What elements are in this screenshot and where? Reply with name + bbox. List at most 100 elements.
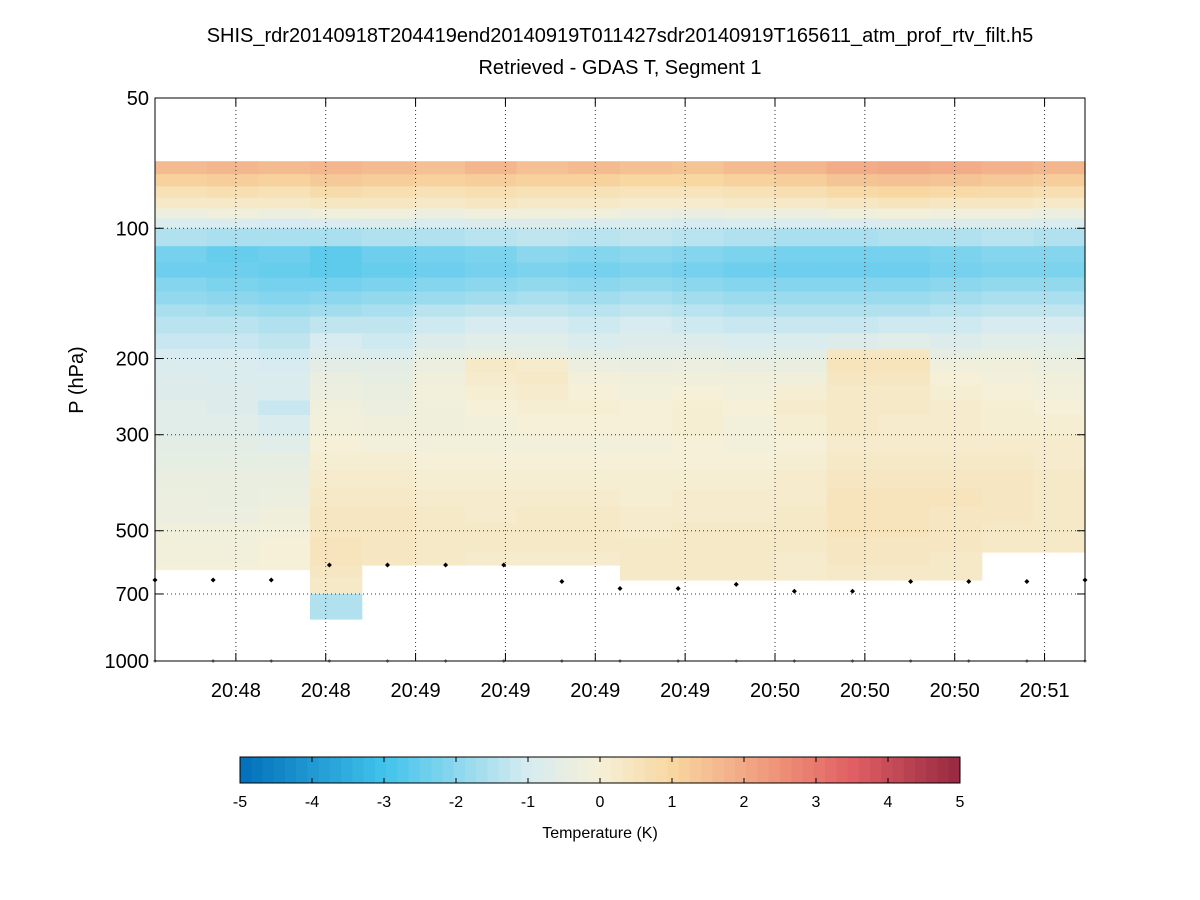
heatmap-cell [775,577,828,581]
heatmap-cell [671,161,724,175]
heatmap-cell [981,434,1034,454]
heatmap-cell [1033,506,1086,524]
colorbar-swatch [408,757,421,783]
heatmap-cell [258,174,311,187]
heatmap-cell [361,434,414,454]
heatmap-cell [930,186,983,199]
heatmap-cell [310,452,363,470]
heatmap-cell [620,262,673,279]
heatmap-cell [930,277,983,293]
heatmap-cell [206,372,259,386]
heatmap-cell [310,246,363,264]
heatmap-cell [258,358,311,373]
heatmap-cell [775,262,828,279]
heatmap-cell [930,452,983,470]
heatmap-cell [206,218,259,229]
heatmap-cell [206,565,259,571]
heatmap-cell [671,400,724,416]
heatmap-cell [361,538,414,553]
heatmap-cell [258,228,311,247]
x-tick-label: 20:49 [391,680,441,702]
colorbar-tick-label: 0 [596,794,605,811]
heatmap-cell [620,218,673,229]
heatmap-cell [981,348,1034,360]
colorbar-swatch [273,757,286,783]
heatmap-cell [671,174,724,187]
colorbar-swatch [915,757,927,783]
heatmap-cell [465,186,518,199]
heatmap-cell [878,384,931,402]
heatmap-cell [516,538,569,553]
heatmap-cell [465,304,518,318]
heatmap-cell [930,304,983,318]
colorbar-swatch [487,757,500,783]
heatmap-cell [981,372,1034,386]
heatmap-cell [1033,348,1086,360]
heatmap-cell [930,348,983,360]
heatmap-cell [568,218,621,229]
heatmap-cell [826,291,879,306]
heatmap-cell [413,228,466,247]
heatmap-cell [671,246,724,264]
heatmap-cell [361,277,414,293]
heatmap-cell [155,552,208,566]
heatmap-cell [1033,414,1086,436]
heatmap-cell [206,291,259,306]
heatmap-cell [723,538,776,553]
heatmap-cell [775,208,828,220]
x-tick-label: 20:49 [660,680,710,702]
colorbar-swatch [768,757,781,783]
heatmap-cell [155,228,208,247]
colorbar-swatch [611,757,623,783]
heatmap-cell [206,208,259,220]
heatmap-cell [981,304,1034,318]
surface-pressure-marker [268,577,274,583]
heatmap-cell [310,348,363,360]
heatmap-cell [671,452,724,470]
heatmap-cell [930,174,983,187]
colorbar-swatches [240,757,961,783]
colorbar-swatch [903,757,916,783]
heatmap-cell [826,506,879,524]
heatmap-cell [568,291,621,306]
heatmap-cell [258,523,311,539]
colorbar-swatch [802,757,815,783]
heatmap-cell [826,262,879,279]
heatmap-cell [310,316,363,334]
heatmap-cell [310,384,363,402]
heatmap-cell [516,348,569,360]
heatmap-cell [620,414,673,436]
heatmap-cell [723,565,776,578]
heatmap-cell [568,400,621,416]
colorbar-swatch [521,757,533,783]
heatmap-cell [1033,434,1086,454]
heatmap-cell [878,434,931,454]
heatmap-cell [620,277,673,293]
colorbar-swatch [352,757,365,783]
heatmap-cell [310,228,363,247]
colorbar-swatch [330,757,342,783]
x-tick-label: 20:50 [750,680,800,702]
heatmap-cell [465,291,518,306]
heatmap-cell [568,434,621,454]
heatmap-cell [361,291,414,306]
colorbar-swatch [892,757,905,783]
x-tick-label: 20:48 [211,680,261,702]
heatmap-cell [155,246,208,264]
y-tick-label: 100 [116,218,149,240]
heatmap-cell [568,174,621,187]
heatmap-cell [361,384,414,402]
heatmap-cell [930,506,983,524]
colorbar-swatch [701,757,713,783]
colorbar-tick-label: 5 [956,794,965,811]
heatmap-cell [465,372,518,386]
heatmap-cell [155,161,208,175]
heatmap-cell [568,538,621,553]
heatmap-cell [568,197,621,209]
heatmap-cell [310,609,363,620]
heatmap-cell [981,538,1034,553]
heatmap-cell [413,218,466,229]
heatmap-cell [878,246,931,264]
heatmap-cell [310,400,363,416]
heatmap-cell [465,552,518,566]
